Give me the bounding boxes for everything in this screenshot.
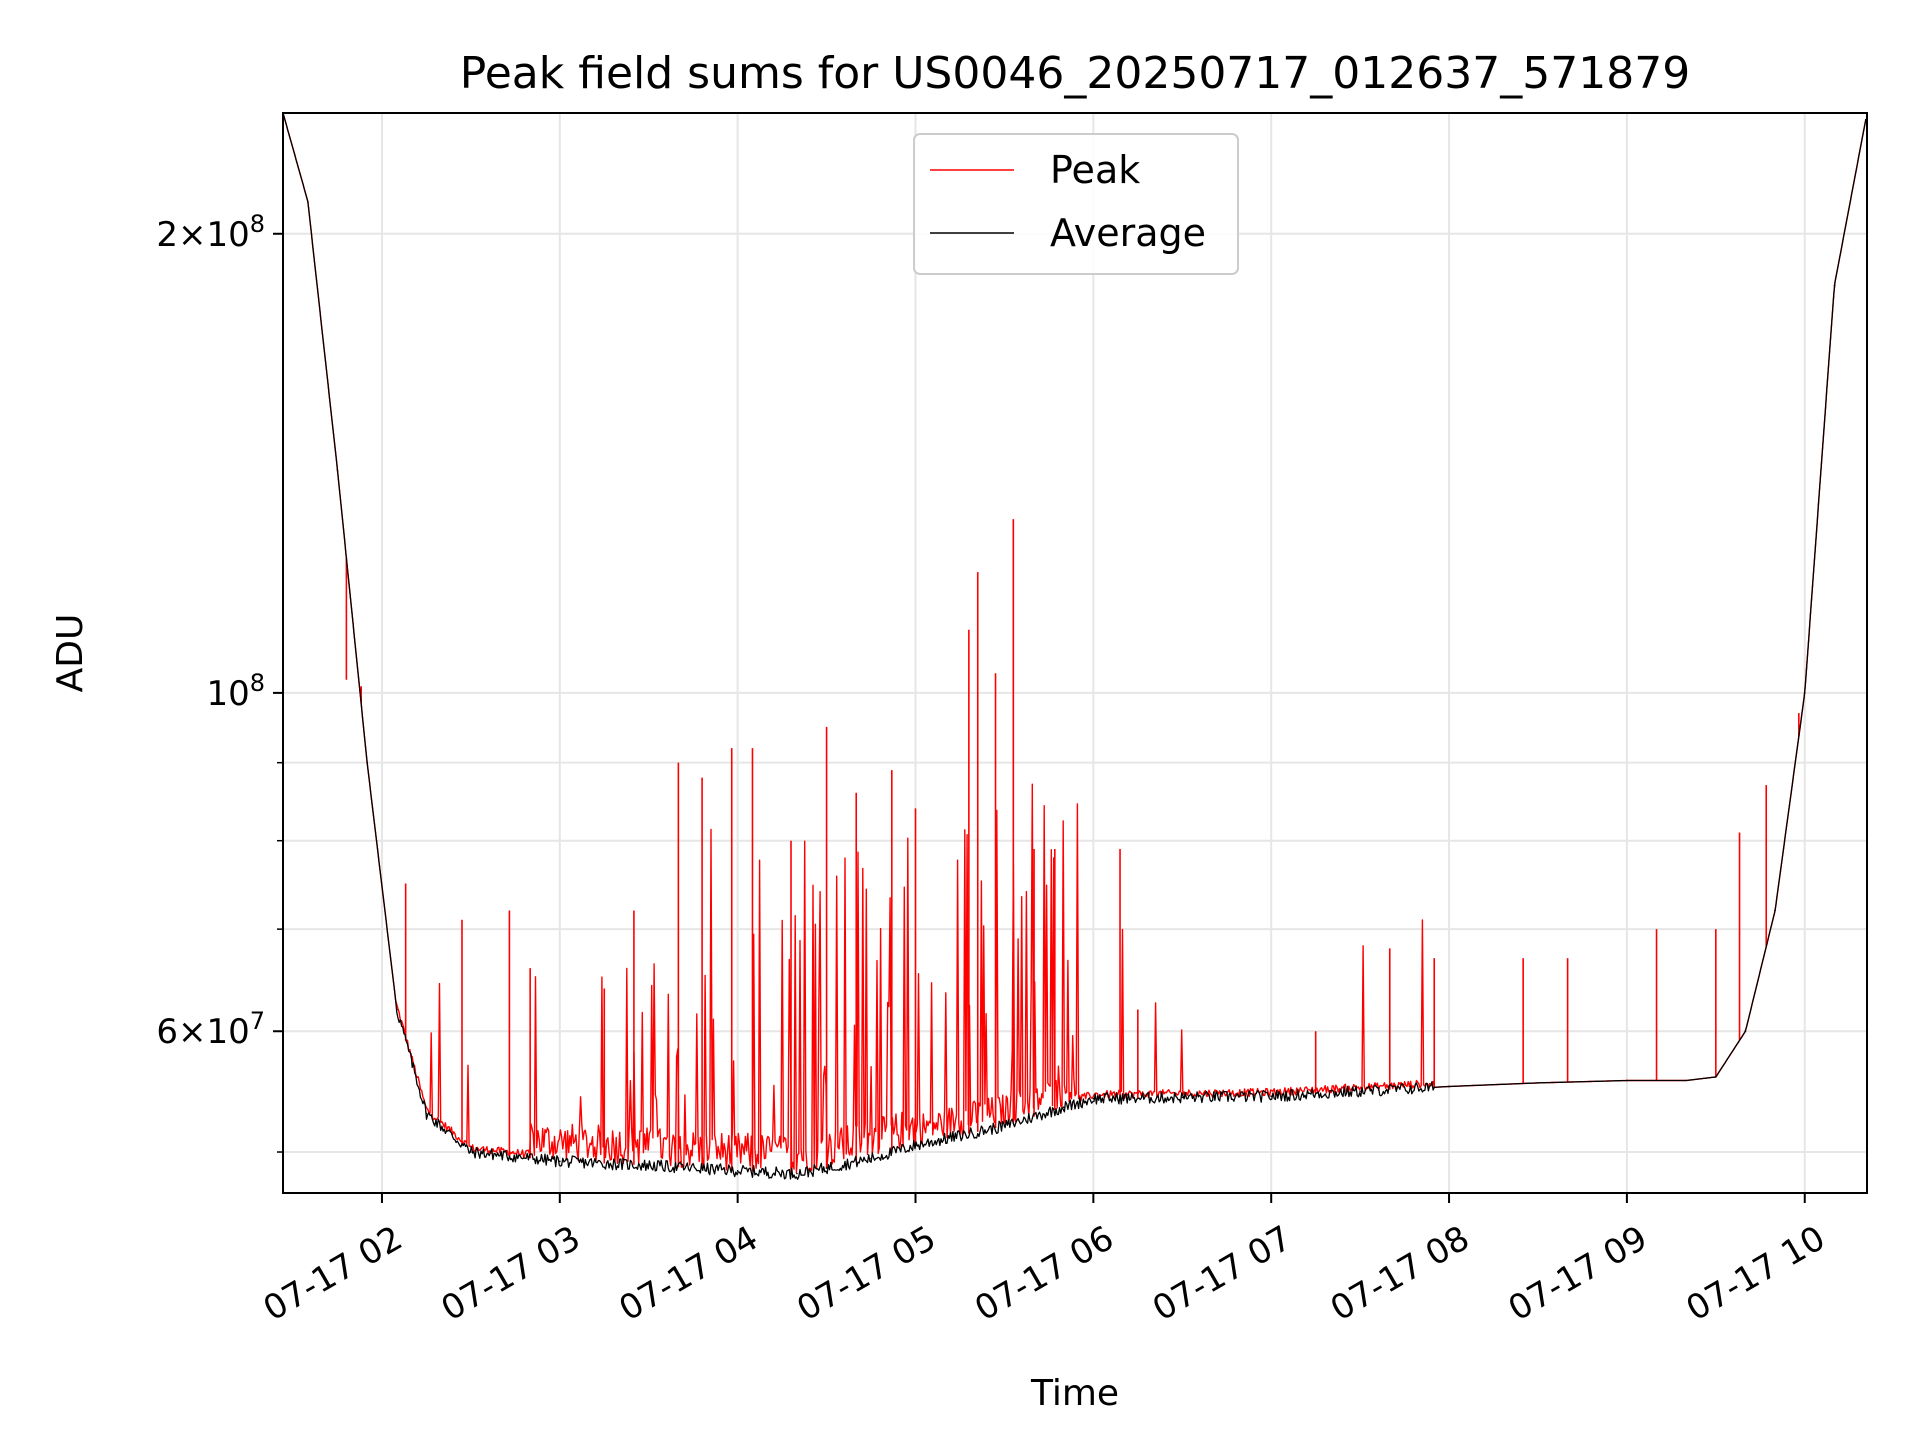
average-point [425, 1112, 428, 1115]
y-tick-exponent: 8 [250, 669, 265, 697]
average-point [470, 1151, 472, 1153]
average-point [825, 1167, 828, 1169]
average-point [1270, 1095, 1273, 1097]
average-point [1715, 1076, 1717, 1078]
series-layer [282, 112, 1868, 1180]
average-point [796, 1172, 798, 1175]
y-tick-label: 6×107 [156, 1007, 265, 1052]
y-tick-label: 108 [206, 669, 265, 714]
average-point [870, 1157, 872, 1160]
y-tick-base: 10 [206, 674, 249, 714]
average-point [1537, 1082, 1539, 1084]
average-point [336, 469, 339, 471]
average-point [1685, 1079, 1687, 1082]
legend: Peak Average [913, 133, 1239, 275]
average-point [1833, 284, 1836, 287]
y-tick-base: 10 [206, 215, 249, 255]
average-point [395, 1008, 398, 1011]
y-tick-base: 10 [206, 1012, 249, 1052]
y-tick-times: × [178, 215, 207, 255]
legend-peak-label: Peak [1050, 148, 1140, 192]
average-point [1092, 1097, 1095, 1100]
y-tick-mantissa: 2 [156, 215, 178, 255]
y-tick-times: × [178, 1012, 207, 1052]
average-point [1744, 1030, 1747, 1033]
average-point [1003, 1125, 1006, 1127]
average-point [1803, 692, 1806, 694]
x-axis-label: Time [1030, 1373, 1119, 1414]
average-point [1774, 909, 1776, 912]
average-point [1448, 1085, 1450, 1088]
chart-title: Peak field sums for US0046_20250717_0126… [460, 48, 1690, 99]
plot-frame [282, 112, 1868, 1194]
legend-average-label: Average [1050, 211, 1206, 255]
y-axis-label: ADU [50, 614, 91, 693]
y-tick-label: 2×108 [156, 210, 265, 255]
y-tick-exponent: 8 [250, 210, 265, 238]
average-series-line [282, 112, 1867, 1180]
average-point [1359, 1090, 1361, 1093]
average-point [1626, 1079, 1628, 1082]
average-point [914, 1144, 917, 1147]
average-point [1062, 1106, 1065, 1108]
average-point [736, 1170, 739, 1172]
legend-box [913, 133, 1239, 275]
average-point [307, 200, 309, 203]
average-point [1181, 1096, 1184, 1099]
average-point [366, 761, 368, 764]
y-tick-mantissa: 6 [156, 1012, 178, 1052]
average-point [647, 1164, 650, 1167]
grid-layer [283, 113, 1867, 1193]
average-point [559, 1160, 561, 1163]
y-tick-exponent: 7 [250, 1007, 265, 1035]
